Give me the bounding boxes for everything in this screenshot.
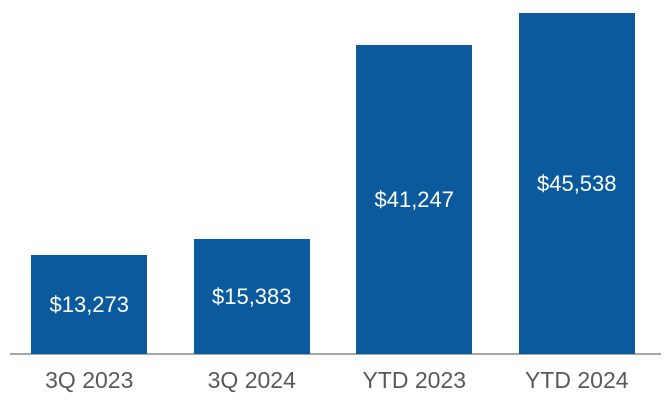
bar-column: $13,273 [8,0,171,354]
x-axis-line [10,353,661,355]
bar-3q-2023: $13,273 [31,255,148,354]
x-axis-tick-label: YTD 2023 [362,366,467,393]
bar-value-label: $13,273 [49,291,130,317]
bar-3q-2024: $15,383 [193,239,310,354]
x-axis-labels: 3Q 2023 3Q 2024 YTD 2023 YTD 2024 [8,360,658,400]
bar-value-label: $15,383 [211,283,292,309]
bar-column: $15,383 [171,0,334,354]
bar-ytd-2024: $45,538 [518,13,635,354]
x-axis-tick-label: 3Q 2023 [45,366,134,393]
bar-value-label: $45,538 [536,170,617,196]
bar-value-label: $41,247 [374,186,455,212]
x-axis-tick-label: YTD 2024 [524,366,629,393]
bar-column: $45,538 [496,0,659,354]
x-axis-tick-label: 3Q 2024 [207,366,296,393]
bar-ytd-2023: $41,247 [356,45,473,354]
plot-area: $13,273 $15,383 $41,247 $45,538 [8,0,658,354]
bar-column: $41,247 [333,0,496,354]
